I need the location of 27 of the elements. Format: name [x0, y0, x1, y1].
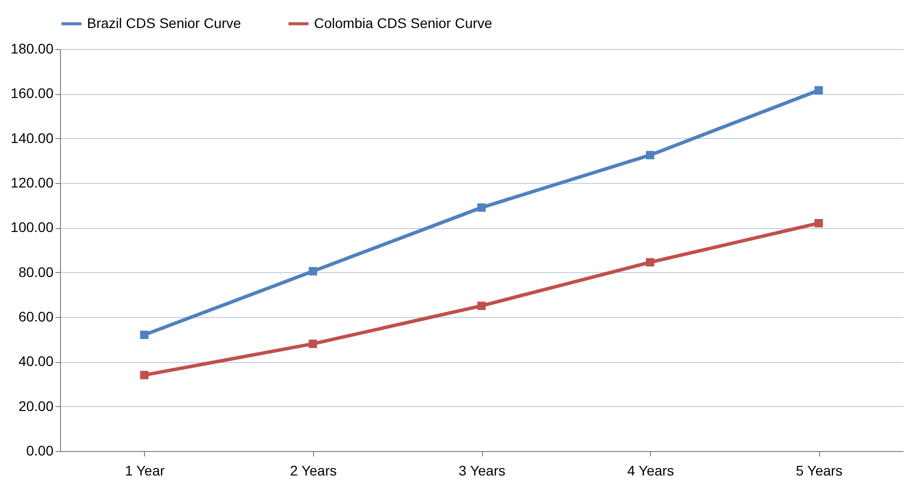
y-tick-label: 140.00 [10, 130, 54, 146]
point [477, 203, 486, 212]
y-tick-label: 160.00 [10, 85, 54, 102]
point [646, 150, 654, 160]
point [140, 370, 148, 380]
y-tick-label: 100.00 [10, 219, 54, 236]
x-tick-label: 4 Years [627, 462, 674, 478]
y-tick-label: 80.00 [18, 264, 54, 280]
point [140, 330, 148, 340]
y-tick-label: 60.00 [18, 308, 54, 324]
legend-label: Colombia CDS Senior Curve [314, 14, 492, 31]
legend-label: Brazil CDS Senior Curve [87, 14, 242, 31]
x-tick-label: 2 Years [290, 462, 337, 478]
point [308, 340, 318, 348]
point [814, 86, 823, 94]
point [477, 302, 486, 310]
point [308, 267, 318, 276]
y-tick-label: 0.00 [26, 442, 54, 458]
point [814, 219, 823, 228]
y-tick-label: 20.00 [18, 398, 54, 414]
x-tick-label: 3 Years [458, 462, 506, 478]
y-tick-label: 180.00 [10, 40, 54, 56]
x-tick-label: 5 Years [796, 462, 843, 478]
point [646, 258, 654, 266]
y-tick-label: 40.00 [18, 353, 54, 370]
x-tick-label: 1 Year [124, 462, 165, 478]
y-tick-label: 120.00 [10, 174, 54, 190]
